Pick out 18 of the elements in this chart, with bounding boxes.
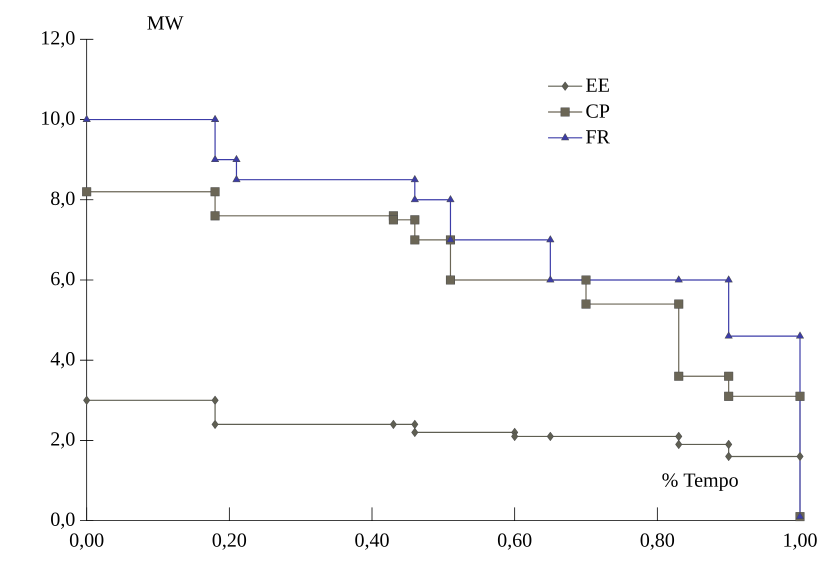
x-tick-label: 0,20 (212, 533, 246, 550)
y-tick-label: 4,0 (50, 352, 75, 368)
x-tick-label: 1,00 (784, 533, 817, 550)
x-tick-label: 0,80 (640, 533, 674, 550)
y-tick-label: 12,0 (42, 31, 75, 48)
x-tick-label: 0,40 (355, 533, 389, 550)
x-tick-label: 0,00 (70, 533, 104, 550)
x-tick-label: 0,60 (498, 533, 532, 550)
y-tick-label: 6,0 (51, 272, 75, 288)
y-tick-label: 0,0 (51, 512, 75, 529)
legend-label: EE (586, 78, 609, 92)
y-tick-label: 8,0 (51, 192, 75, 208)
x-axis-title: % Tempo (662, 473, 738, 491)
y-tick-label: 2,0 (51, 432, 75, 449)
y-tick-label: 10,0 (42, 111, 75, 128)
legend-label: FR (586, 130, 610, 144)
legend-label: CP (586, 104, 610, 118)
y-axis-title: MW (147, 16, 184, 30)
